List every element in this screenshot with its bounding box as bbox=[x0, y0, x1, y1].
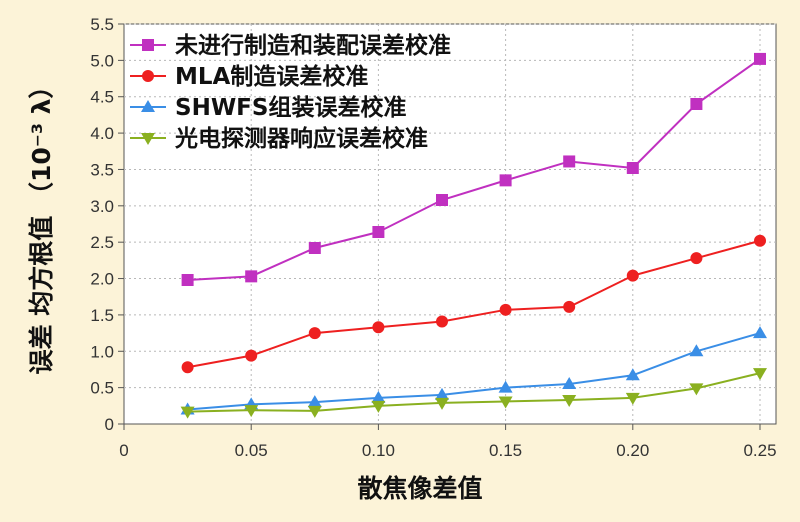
x-axis-title: 散焦像差值 bbox=[357, 474, 482, 503]
legend-item-2: MLA制造误差校准 bbox=[130, 63, 368, 90]
series-3-point bbox=[753, 326, 767, 339]
series-3-point bbox=[689, 344, 704, 357]
legend-marker bbox=[141, 100, 155, 112]
series-3-point bbox=[625, 368, 640, 381]
grid bbox=[124, 23, 776, 424]
y-axis-title: 误差 均方根值 （10⁻³ λ） bbox=[27, 74, 56, 375]
plot-area bbox=[123, 23, 777, 425]
series-1-line bbox=[187, 58, 761, 281]
series-4-point bbox=[498, 396, 513, 409]
y-tick-label: 5.5 bbox=[90, 15, 114, 34]
series-2-point bbox=[308, 327, 321, 340]
y-tick-label: 1.5 bbox=[90, 306, 114, 325]
series-1-point bbox=[499, 174, 512, 187]
series-2-point bbox=[626, 269, 639, 282]
series-2-point bbox=[563, 300, 576, 313]
series-3-point bbox=[498, 380, 513, 393]
legend-label: SHWFS组装误差校准 bbox=[175, 94, 406, 121]
series-3-line bbox=[187, 332, 761, 411]
series-3-point bbox=[562, 377, 577, 389]
series-4-point bbox=[435, 397, 449, 410]
series-4-point bbox=[625, 392, 640, 405]
series-4-point bbox=[371, 400, 386, 413]
series-2-point bbox=[181, 361, 194, 374]
series-1 bbox=[181, 52, 766, 286]
legend: 未进行制造和装配误差校准 MLA制造误差校准 SHWFS组装误差校准光电探测器响应误… bbox=[130, 32, 451, 152]
legend-label: 未进行制造和装配误差校准 bbox=[175, 32, 451, 59]
x-tick-label: 0.05 bbox=[235, 441, 268, 460]
y-tick-label: 3.0 bbox=[90, 197, 114, 216]
x-tick-label: 0.15 bbox=[489, 441, 522, 460]
x-tick-label: 0.25 bbox=[743, 441, 776, 460]
y-tick-label: 4.0 bbox=[90, 124, 114, 143]
series-1-point bbox=[626, 162, 639, 174]
legend-label: 光电探测器响应误差校准 bbox=[174, 125, 428, 152]
legend-marker bbox=[142, 70, 154, 82]
series-1-point bbox=[436, 194, 448, 206]
series-2-point bbox=[499, 303, 512, 316]
series-1-point bbox=[245, 270, 258, 283]
series-1-point bbox=[181, 274, 194, 286]
y-tick-label: 0 bbox=[105, 415, 114, 434]
y-tick-label: 2.5 bbox=[90, 233, 114, 252]
x-tick-label: 0 bbox=[119, 441, 128, 460]
series-4-point bbox=[562, 395, 577, 407]
series-layer bbox=[180, 52, 767, 419]
series-2-point bbox=[690, 252, 703, 265]
series-2-point bbox=[436, 315, 448, 328]
legend-marker bbox=[142, 39, 154, 51]
series-2-line bbox=[187, 239, 761, 369]
series-4-point bbox=[244, 405, 259, 418]
series-4-point bbox=[689, 383, 704, 396]
series-1-point bbox=[563, 155, 576, 168]
series-3-point bbox=[307, 395, 322, 408]
series-2-point bbox=[754, 234, 766, 247]
series-1-point bbox=[754, 52, 766, 65]
series-4-point bbox=[753, 368, 767, 381]
y-tick-label: 1.0 bbox=[90, 342, 114, 361]
series-4-line bbox=[187, 372, 761, 413]
series-4 bbox=[180, 368, 767, 419]
series-1-point bbox=[372, 226, 385, 238]
series-1-point bbox=[308, 242, 321, 254]
series-2-point bbox=[372, 321, 385, 334]
series-2-point bbox=[245, 349, 258, 362]
series-2 bbox=[181, 234, 766, 374]
series-1-point bbox=[690, 98, 703, 110]
axes: 0 0.5 1.0 1.5 2.0 2.5 3.0 3.5 4.0 4.5 5.0 5.5 0 0.05 0… bbox=[90, 15, 776, 460]
series-4-point bbox=[180, 406, 195, 419]
legend-label: MLA制造误差校准 bbox=[175, 63, 368, 90]
legend-item-3: SHWFS组装误差校准 bbox=[130, 94, 406, 121]
y-tick-label: 4.5 bbox=[90, 88, 114, 107]
legend-item-1: 未进行制造和装配误差校准 bbox=[130, 32, 451, 59]
y-tick-label: 0.5 bbox=[90, 379, 114, 398]
y-tick-label: 2.0 bbox=[90, 270, 114, 289]
series-3-point bbox=[371, 390, 386, 403]
legend-marker bbox=[141, 133, 155, 145]
x-tick-label: 0.10 bbox=[362, 441, 395, 460]
x-tick-label: 0.20 bbox=[616, 441, 649, 460]
series-3-point bbox=[435, 387, 449, 400]
legend-item-4: 光电探测器响应误差校准 bbox=[130, 125, 428, 152]
series-4-point bbox=[307, 405, 322, 418]
y-tick-label: 3.5 bbox=[90, 160, 114, 179]
y-tick-label: 5.0 bbox=[90, 51, 114, 70]
